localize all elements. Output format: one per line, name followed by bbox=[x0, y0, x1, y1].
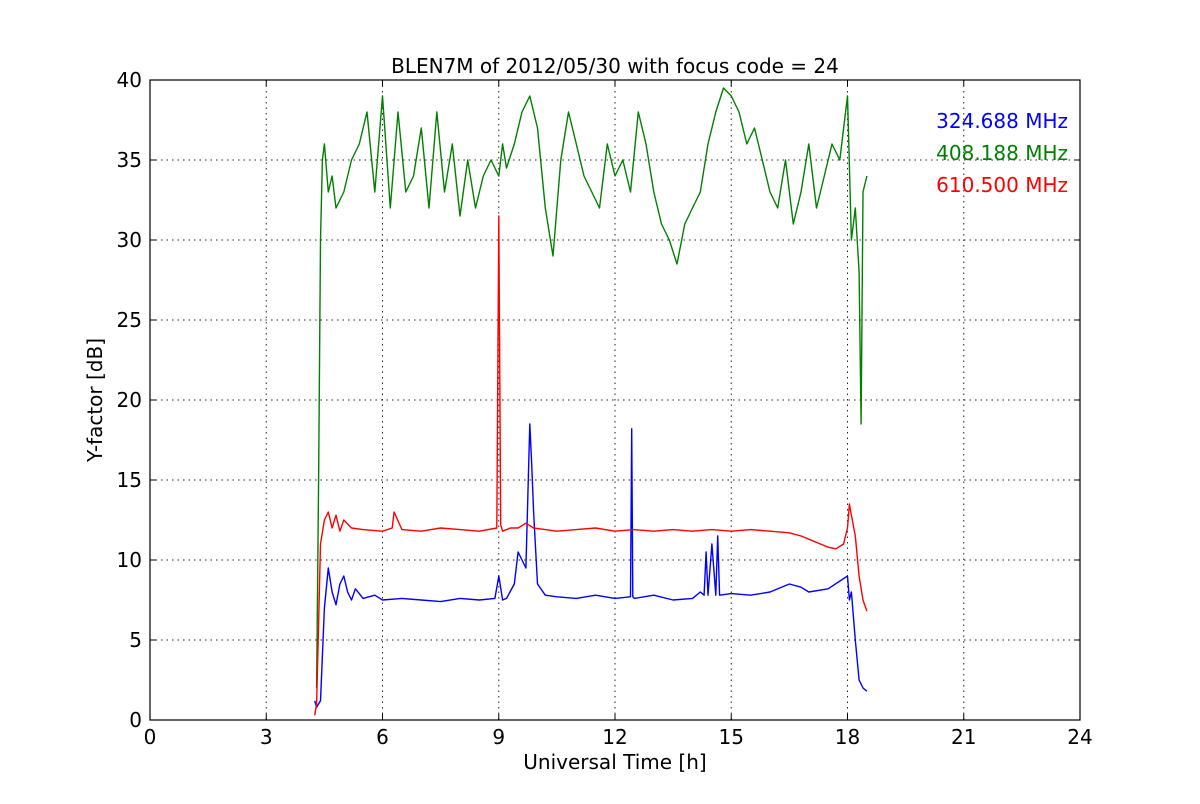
x-tick-label: 0 bbox=[144, 725, 157, 749]
x-axis-label: Universal Time [h] bbox=[523, 750, 706, 774]
y-tick-label: 5 bbox=[129, 628, 142, 652]
grid bbox=[150, 80, 1080, 720]
y-tick-label: 30 bbox=[117, 228, 142, 252]
y-tick-label: 20 bbox=[117, 388, 142, 412]
series-line-1 bbox=[315, 87, 868, 689]
legend: 324.688 MHz 408.188 MHz 610.500 MHz bbox=[936, 109, 1068, 197]
series-lines bbox=[314, 87, 868, 716]
axis-ticks: 0 3 6 9 12 15 18 21 24 0 5 10 15 20 25 30 35 40 bbox=[117, 68, 1093, 749]
x-tick-label: 6 bbox=[376, 725, 389, 749]
x-tick-label: 24 bbox=[1067, 725, 1092, 749]
y-tick-label: 10 bbox=[117, 548, 142, 572]
series-line-2 bbox=[314, 215, 868, 716]
y-tick-label: 0 bbox=[129, 708, 142, 732]
x-tick-label: 12 bbox=[602, 725, 627, 749]
x-tick-label: 21 bbox=[951, 725, 976, 749]
legend-entry: 324.688 MHz bbox=[936, 109, 1068, 133]
y-tick-label: 40 bbox=[117, 68, 142, 92]
y-tick-label: 25 bbox=[117, 308, 142, 332]
legend-entry: 610.500 MHz bbox=[936, 173, 1068, 197]
legend-entry: 408.188 MHz bbox=[936, 141, 1068, 165]
series-line-0 bbox=[314, 423, 868, 708]
y-axis-label: Y-factor [dB] bbox=[83, 338, 107, 463]
chart-title: BLEN7M of 2012/05/30 with focus code = 2… bbox=[391, 54, 839, 78]
x-tick-label: 15 bbox=[719, 725, 744, 749]
x-tick-label: 9 bbox=[492, 725, 505, 749]
x-tick-label: 18 bbox=[835, 725, 860, 749]
x-tick-label: 3 bbox=[260, 725, 273, 749]
y-tick-label: 35 bbox=[117, 148, 142, 172]
y-tick-label: 15 bbox=[117, 468, 142, 492]
